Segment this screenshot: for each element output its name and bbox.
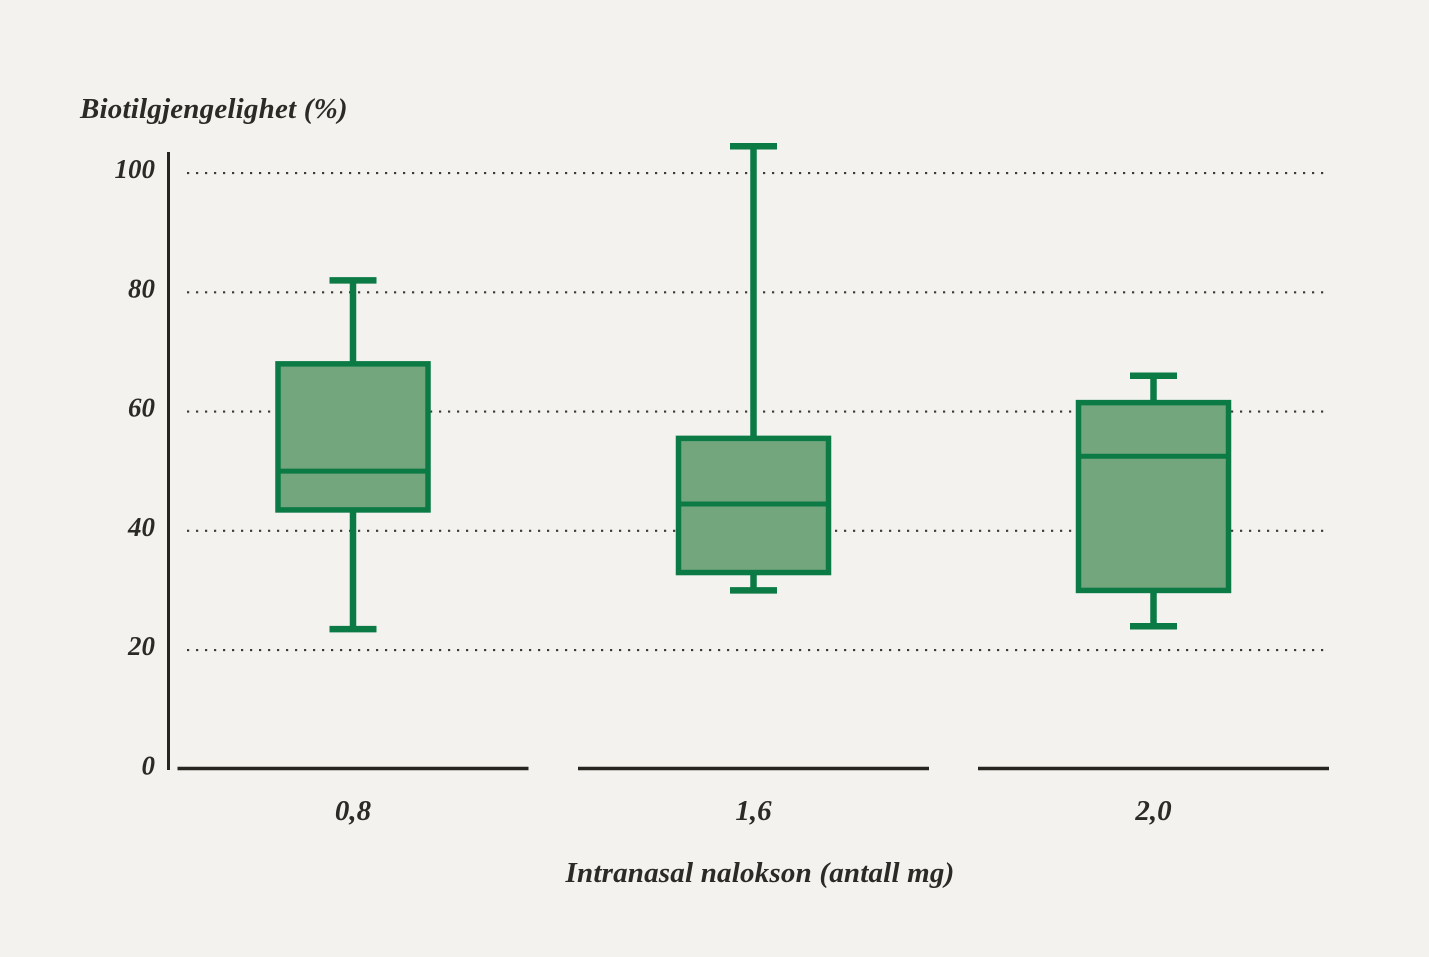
y-tick-label-40: 40 <box>127 512 156 542</box>
chart-title: Biotilgjengelighet (%) <box>80 93 348 125</box>
y-tick-label-80: 80 <box>128 273 156 303</box>
x-axis-title: Intranasal nalokson (antall mg) <box>565 857 955 889</box>
x-tick-label-0: 0,8 <box>335 795 372 827</box>
iqr-box-2 <box>1075 399 1232 594</box>
x-tick-label-2: 2,0 <box>1134 795 1171 827</box>
iqr-box-0 <box>275 361 431 513</box>
y-tick-label-0: 0 <box>142 750 156 780</box>
x-tick-label-1: 1,6 <box>735 795 772 827</box>
y-tick-label-20: 20 <box>127 631 156 661</box>
y-tick-label-100: 100 <box>115 154 156 184</box>
y-tick-label-60: 60 <box>128 393 156 423</box>
